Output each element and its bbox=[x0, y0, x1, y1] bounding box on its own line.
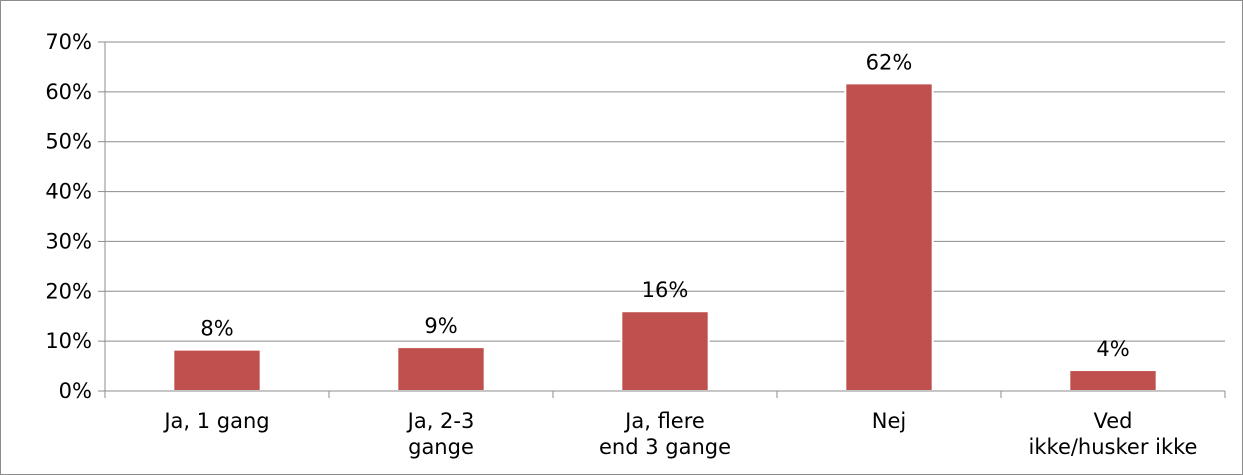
data-label: 16% bbox=[642, 278, 689, 302]
x-category-label-line: Ja, 2-3 bbox=[406, 409, 475, 433]
data-label: 8% bbox=[200, 317, 233, 341]
x-category-label-line: Ja, flere bbox=[623, 409, 705, 433]
x-category-label-line: end 3 gange bbox=[599, 435, 731, 459]
x-axis-category-labels: Ja, 1 gang Ja, 2-3 gange Ja, flere end 3 gan… bbox=[162, 409, 1197, 459]
x-category-label: Ja, flere end 3 gange bbox=[599, 409, 731, 459]
gridlines bbox=[105, 41, 1225, 342]
x-category-label-line: gange bbox=[408, 435, 474, 459]
data-label: 4% bbox=[1096, 337, 1129, 361]
x-category-label: Ja, 1 gang bbox=[162, 409, 269, 433]
y-tick-label: 60% bbox=[45, 80, 92, 104]
bar bbox=[620, 310, 710, 393]
y-tick-label: 20% bbox=[45, 279, 92, 303]
bar bbox=[396, 346, 486, 392]
bar bbox=[1068, 369, 1158, 392]
y-tick-label: 0% bbox=[59, 379, 92, 403]
bar bbox=[844, 82, 934, 392]
axes bbox=[98, 41, 1226, 398]
data-label: 62% bbox=[866, 50, 913, 74]
y-tick-label: 40% bbox=[45, 180, 92, 204]
x-category-label: Nej bbox=[872, 409, 906, 433]
y-tick-label: 10% bbox=[45, 329, 92, 353]
data-label: 9% bbox=[424, 314, 457, 338]
x-category-label-line: Ja, 1 gang bbox=[162, 409, 269, 433]
x-category-label-line: ikke/husker ikke bbox=[1029, 435, 1198, 459]
x-category-label: Ved ikke/husker ikke bbox=[1029, 409, 1198, 459]
y-tick-label: 70% bbox=[45, 30, 92, 54]
y-tick-label: 50% bbox=[45, 130, 92, 154]
y-axis-tick-labels: 0% 10% 20% 30% 40% 50% 60% 70% bbox=[45, 30, 92, 403]
x-category-label: Ja, 2-3 gange bbox=[406, 409, 475, 459]
x-category-label-line: Nej bbox=[872, 409, 906, 433]
bars bbox=[172, 82, 1158, 393]
data-labels: 8% 9% 16% 62% 4% bbox=[200, 50, 1129, 361]
y-tick-label: 30% bbox=[45, 229, 92, 253]
bar bbox=[172, 348, 262, 392]
x-category-label-line: Ved bbox=[1094, 409, 1133, 433]
